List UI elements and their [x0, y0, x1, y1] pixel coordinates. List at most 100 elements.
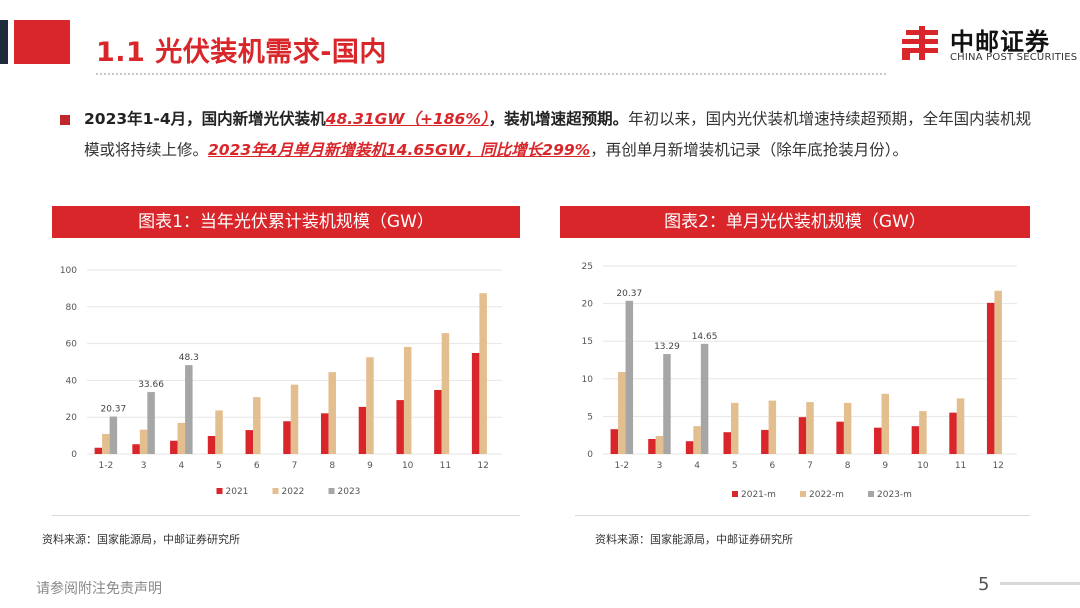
bar-2023-1-2: [109, 416, 118, 454]
page-title: 1.1 光伏装机需求-国内: [96, 37, 387, 68]
bar-2022-3: [139, 429, 148, 454]
y-tick-label: 100: [60, 266, 77, 276]
bar-2022-10: [403, 346, 412, 454]
bar-2023-m-3: [663, 354, 671, 454]
x-tick-label: 10: [917, 461, 929, 471]
chart2-plot: 0 5 10 15 20 25 1-2 3 4 5 6 7 8 9 10 11 12 20.37 13.29 14.6…: [582, 262, 1017, 500]
bar-2022-8: [328, 372, 336, 454]
chart1-header: 图表1：当年光伏累计装机规模（GW）: [52, 206, 520, 238]
summary-highlight-2: 2023年4月单月新增装机14.65GW，同比增长299%: [208, 141, 591, 159]
bar-2021-m-10: [911, 426, 920, 454]
x-tick-label: 9: [367, 461, 373, 471]
bar-2021-m-3: [648, 438, 656, 454]
x-tick-label: 3: [657, 461, 663, 471]
data-label: 13.29: [654, 342, 680, 352]
chart2-bottom-rule: [575, 515, 1030, 516]
bar-2022-m-12: [994, 290, 1002, 454]
x-tick-label: 8: [329, 461, 335, 471]
legend-label: 2022-m: [809, 490, 844, 500]
y-tick-label: 40: [66, 376, 78, 386]
bar-2022-m-4: [693, 426, 701, 454]
bar-2021-m-6: [761, 429, 769, 454]
bar-2022-m-9: [881, 393, 890, 454]
bar-2021-6: [245, 430, 254, 454]
bar-2022-11: [441, 333, 450, 454]
x-tick-label: 6: [254, 461, 260, 471]
legend-label: 2023-m: [877, 490, 912, 500]
header-accent-dark: [0, 20, 8, 64]
x-tick-label: 5: [216, 461, 222, 471]
bar-2022-7: [290, 384, 299, 454]
legend-swatch: [868, 491, 874, 497]
page-number: 5: [978, 574, 990, 595]
y-tick-label: 25: [582, 262, 593, 272]
chart2-source: 资料来源：国家能源局，中邮证券研究所: [595, 533, 793, 546]
x-tick-label: 9: [882, 461, 888, 471]
chart1-source: 资料来源：国家能源局，中邮证券研究所: [42, 533, 240, 546]
bar-2023-m-4: [700, 343, 709, 454]
data-label: 20.37: [100, 405, 126, 415]
bar-2021-10: [396, 400, 404, 454]
bar-2022-12: [479, 293, 487, 454]
bar-2021-7: [283, 421, 291, 454]
y-tick-label: 10: [582, 375, 594, 385]
legend-label: 2021-m: [741, 490, 776, 500]
company-logo: 中邮证券 CHINA POST SECURITIES: [900, 22, 1077, 70]
legend-swatch: [732, 491, 738, 497]
bar-2021-m-8: [836, 421, 844, 454]
x-tick-label: 7: [807, 461, 813, 471]
disclaimer-note: 请参阅附注免责声明: [36, 581, 162, 597]
bar-2021-m-7: [798, 417, 807, 454]
bar-2022-m-8: [843, 402, 852, 454]
data-label: 48.3: [179, 353, 199, 363]
bar-2021-m-11: [949, 412, 957, 454]
x-tick-label: 11: [955, 461, 966, 471]
bar-2021-m-5: [723, 432, 731, 454]
bar-2023-3: [147, 392, 155, 454]
y-tick-label: 0: [71, 450, 77, 460]
bar-2021-m-9: [874, 427, 882, 454]
summary-lead: 2023年1-4月，国内新增光伏装机: [84, 110, 326, 128]
bar-2021-m-4: [685, 441, 694, 454]
bar-2022-m-1-2: [618, 372, 626, 454]
title-divider: [96, 73, 886, 75]
x-tick-label: 12: [477, 461, 488, 471]
footer-rule: [1000, 582, 1080, 585]
summary-paragraph: 2023年1-4月，国内新增光伏装机48.31GW（+186%），装机增速超预期…: [84, 104, 1044, 166]
y-tick-label: 60: [66, 340, 78, 350]
x-tick-label: 6: [769, 461, 775, 471]
x-tick-label: 1-2: [99, 461, 114, 471]
chart1-plot: 0 20 40 60 80 100 1-2 3 4 5 6 7 8 9 10 11 12 20.37 33.66 48…: [60, 266, 502, 497]
logo-english-name: CHINA POST SECURITIES: [950, 52, 1078, 63]
y-tick-label: 0: [587, 450, 593, 460]
legend-swatch: [216, 488, 223, 494]
bar-2021-5: [207, 435, 216, 454]
bar-2021-9: [358, 406, 367, 454]
bar-2021-4: [170, 440, 178, 454]
bar-2022-6: [253, 397, 261, 454]
x-tick-label: 3: [141, 461, 147, 471]
x-tick-label: 11: [440, 461, 451, 471]
legend-label: 2021: [226, 487, 249, 497]
data-label: 33.66: [138, 380, 164, 390]
bar-2023-4: [185, 365, 193, 454]
x-tick-label: 4: [178, 461, 184, 471]
x-tick-label: 10: [402, 461, 414, 471]
y-tick-label: 20: [66, 413, 78, 423]
bar-2022-5: [215, 410, 223, 454]
legend-swatch: [272, 488, 279, 494]
bar-2021-12: [471, 352, 480, 454]
chart1-bottom-rule: [52, 515, 520, 516]
y-tick-label: 80: [66, 303, 78, 313]
bar-2022-m-6: [768, 400, 777, 454]
bar-2022-4: [177, 422, 186, 454]
chart2-header: 图表2：单月光伏装机规模（GW）: [560, 206, 1030, 238]
bar-2022-m-5: [730, 402, 739, 454]
bar-2021-1-2: [94, 447, 103, 454]
x-tick-label: 5: [732, 461, 738, 471]
china-post-logo-icon: [902, 26, 938, 60]
bar-2021-m-12: [986, 302, 995, 454]
legend-label: 2023: [338, 487, 361, 497]
legend-swatch: [328, 488, 335, 494]
bar-2022-9: [366, 357, 374, 454]
